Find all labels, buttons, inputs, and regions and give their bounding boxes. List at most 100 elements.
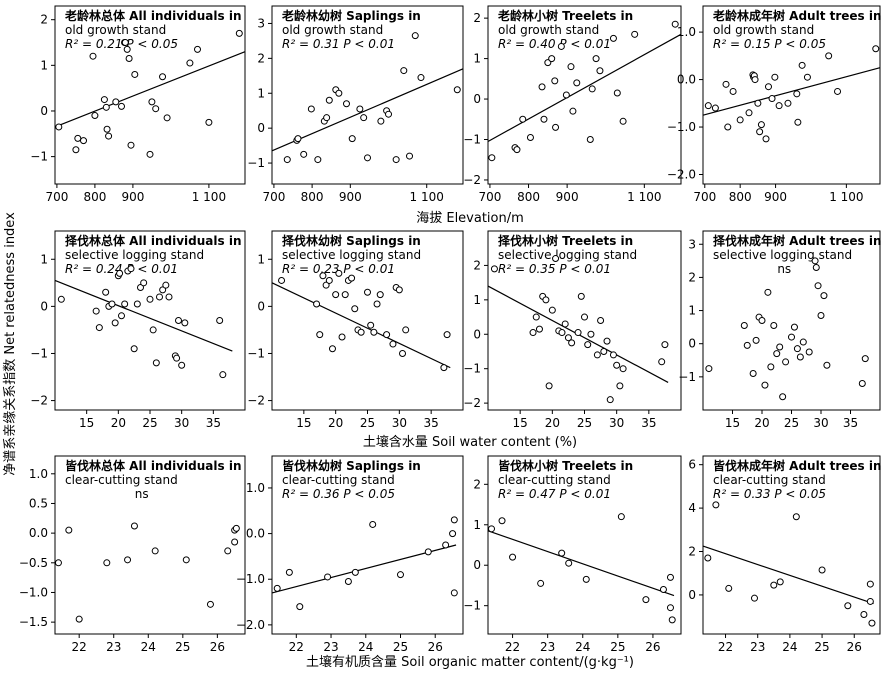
data-point <box>631 30 639 38</box>
data-point <box>616 382 624 390</box>
x-tick-label: 22 <box>289 640 304 654</box>
data-point <box>619 117 627 125</box>
data-point <box>338 333 346 341</box>
x-tick-label: 26 <box>847 640 862 654</box>
data-point <box>552 255 560 263</box>
data-point <box>163 114 171 122</box>
data-point <box>526 133 534 141</box>
data-point <box>148 98 156 106</box>
data-point <box>790 323 798 331</box>
data-point <box>159 73 167 81</box>
panel-title: 老龄林小树 Treelets in <box>498 8 633 23</box>
panel-subtitle: selective logging stand <box>282 248 421 262</box>
data-point <box>619 365 627 373</box>
data-point <box>102 103 110 111</box>
data-point <box>356 105 364 113</box>
data-point <box>752 336 760 344</box>
panel-title: 老龄林总体 All individuals in <box>65 8 242 23</box>
panel-subtitle: old growth stand <box>282 23 383 37</box>
data-point <box>782 358 790 366</box>
y-tick-label: 1 <box>688 304 696 318</box>
data-point <box>532 313 540 321</box>
y-tick-label: −1 <box>247 346 265 360</box>
data-point <box>535 325 543 333</box>
panel-title: 择伐林成年树 Adult trees in <box>713 233 882 248</box>
x-tick-label: 25 <box>393 640 408 654</box>
x-tick-label: 15 <box>513 416 528 430</box>
data-point <box>586 136 594 143</box>
data-point <box>812 263 820 271</box>
x-tick-label: 800 <box>517 190 540 204</box>
data-point <box>57 295 65 303</box>
data-point <box>133 300 141 308</box>
y-tick-label: 0 <box>257 121 265 135</box>
x-tick-label: 24 <box>141 640 156 654</box>
data-point <box>332 291 340 299</box>
x-tick-label: 800 <box>301 190 324 204</box>
data-point <box>704 554 712 562</box>
panel-subtitle: clear-cutting stand <box>282 473 395 487</box>
x-tick-label: 30 <box>813 416 828 430</box>
panel-subtitle: clear-cutting stand <box>498 473 611 487</box>
data-point <box>705 365 713 373</box>
data-point <box>165 293 173 301</box>
y-tick-label: 0.0 <box>677 73 696 87</box>
y-tick-label: −1 <box>30 150 48 164</box>
chart-panel-9: 22 23 24 25 26 −1.5 −1.0 −0.5 0.0 0.5 1.0 皆伐林总体 All… <box>19 455 246 654</box>
panel-subtitle: selective logging stand <box>498 248 637 262</box>
panel-title: 择伐林幼树 Saplings in <box>282 233 421 248</box>
data-point <box>417 74 425 82</box>
data-point <box>112 98 120 106</box>
chart-panel-10: 22 23 24 25 26 −2.0 −1.0 0.0 1.0 皆伐林幼树 Saplings i… <box>236 455 464 654</box>
y-tick-label: 1 <box>473 293 481 307</box>
y-tick-label: 3 <box>257 16 265 30</box>
x-tick-label: 22 <box>505 640 520 654</box>
data-point <box>273 584 281 592</box>
y-tick-label: 1 <box>257 252 265 266</box>
chart-panel-11: 22 23 24 25 26 −1 0 1 2 皆伐林小树 Treelets inclear-cu… <box>463 455 682 654</box>
panel-title: 老龄林成年树 Adult trees in <box>713 8 882 23</box>
data-point <box>105 132 113 140</box>
data-point <box>186 59 194 67</box>
data-point <box>773 350 781 358</box>
data-point <box>834 87 842 95</box>
data-point <box>761 381 769 389</box>
y-tick-label: −1 <box>30 346 48 360</box>
plot-frame <box>487 5 682 185</box>
data-point <box>325 276 333 284</box>
data-point <box>796 353 804 361</box>
data-point <box>395 286 403 294</box>
data-point <box>814 282 822 290</box>
data-point <box>140 279 148 287</box>
data-point <box>341 291 349 299</box>
y-tick-label: 6 <box>688 458 696 472</box>
data-point <box>396 571 404 579</box>
data-point <box>768 95 776 103</box>
x-tick-label: 700 <box>45 190 68 204</box>
data-point <box>568 339 576 347</box>
stats-label: R² = 0.33 P < 0.05 <box>713 487 826 501</box>
data-point <box>617 513 625 521</box>
data-point <box>377 117 385 125</box>
data-point <box>564 334 572 342</box>
data-point <box>764 288 772 296</box>
data-point <box>194 45 201 53</box>
data-point <box>121 39 129 47</box>
data-point <box>749 370 757 378</box>
y-tick-label: 1.0 <box>246 481 265 495</box>
x-tick-label: 30 <box>392 416 407 430</box>
plot-frame <box>54 455 246 635</box>
data-point <box>125 54 133 62</box>
data-point <box>704 102 712 110</box>
data-point <box>283 156 291 164</box>
data-point <box>776 578 784 586</box>
x-tick-label: 20 <box>328 416 343 430</box>
data-point <box>488 525 496 533</box>
y-tick-label: 4 <box>688 501 696 515</box>
data-point <box>820 292 828 300</box>
panel-subtitle: clear-cutting stand <box>713 473 826 487</box>
data-point <box>219 371 227 379</box>
data-point <box>216 317 224 324</box>
